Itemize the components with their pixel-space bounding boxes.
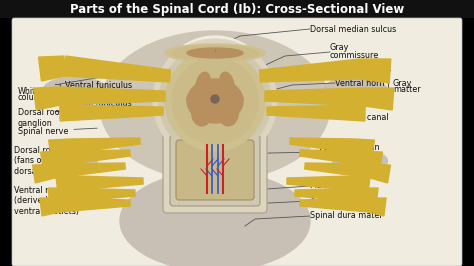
Circle shape	[165, 51, 265, 151]
Polygon shape	[267, 105, 365, 121]
Polygon shape	[368, 198, 386, 216]
Polygon shape	[75, 176, 143, 190]
Polygon shape	[34, 87, 61, 110]
Polygon shape	[365, 88, 394, 110]
Polygon shape	[260, 59, 361, 82]
Circle shape	[211, 95, 219, 103]
Polygon shape	[287, 176, 353, 190]
Text: fissure: fissure	[318, 151, 345, 160]
Polygon shape	[60, 105, 163, 121]
Text: Lateral horn: Lateral horn	[335, 92, 384, 101]
Text: columns: columns	[18, 94, 52, 102]
Polygon shape	[40, 198, 60, 216]
Text: Dorsal root
(fans out into
dorsal rootlets): Dorsal root (fans out into dorsal rootle…	[14, 146, 97, 176]
Circle shape	[159, 45, 271, 157]
Polygon shape	[54, 163, 125, 178]
Ellipse shape	[187, 94, 199, 104]
Ellipse shape	[43, 150, 98, 172]
FancyBboxPatch shape	[170, 135, 260, 206]
Ellipse shape	[165, 44, 265, 62]
Ellipse shape	[155, 36, 275, 166]
Ellipse shape	[187, 79, 243, 123]
Polygon shape	[64, 56, 171, 82]
Ellipse shape	[231, 94, 243, 104]
Polygon shape	[62, 150, 130, 165]
Text: Ventral horn: Ventral horn	[335, 78, 384, 88]
Text: White: White	[18, 86, 41, 95]
Polygon shape	[295, 188, 361, 202]
Ellipse shape	[192, 104, 210, 126]
Text: Dorsal funiculus: Dorsal funiculus	[65, 64, 129, 73]
Text: Gray: Gray	[330, 44, 349, 52]
Text: Spinal dura mater: Spinal dura mater	[310, 211, 383, 221]
Polygon shape	[265, 88, 365, 106]
Polygon shape	[290, 138, 356, 153]
Ellipse shape	[172, 46, 258, 60]
Polygon shape	[370, 164, 391, 183]
Circle shape	[172, 58, 258, 144]
Ellipse shape	[120, 171, 310, 266]
Polygon shape	[359, 59, 391, 83]
Text: commissure: commissure	[330, 51, 379, 60]
Ellipse shape	[219, 72, 234, 98]
Ellipse shape	[322, 77, 388, 105]
Circle shape	[153, 39, 277, 163]
Ellipse shape	[332, 150, 388, 172]
Polygon shape	[38, 56, 66, 81]
Polygon shape	[305, 163, 372, 178]
Polygon shape	[41, 151, 63, 170]
Text: Pia mater: Pia mater	[310, 181, 349, 190]
Polygon shape	[70, 138, 140, 153]
Polygon shape	[33, 164, 55, 183]
Ellipse shape	[220, 104, 238, 126]
Text: Dorsal median sulcus: Dorsal median sulcus	[310, 24, 396, 34]
Polygon shape	[59, 198, 130, 212]
Text: Lateral funiculus: Lateral funiculus	[65, 98, 132, 107]
Polygon shape	[300, 198, 369, 212]
Polygon shape	[67, 188, 135, 202]
FancyBboxPatch shape	[12, 18, 462, 266]
Text: Spinal nerve: Spinal nerve	[18, 127, 97, 135]
Ellipse shape	[187, 48, 243, 58]
Text: Dorsal horn: Dorsal horn	[335, 65, 382, 74]
FancyBboxPatch shape	[176, 140, 254, 200]
Ellipse shape	[100, 31, 330, 181]
Polygon shape	[362, 151, 383, 170]
Polygon shape	[48, 188, 68, 206]
Polygon shape	[49, 139, 71, 158]
Text: Central canal: Central canal	[335, 114, 389, 123]
Text: Gray: Gray	[393, 78, 412, 88]
Text: Dorsal root
ganglion: Dorsal root ganglion	[18, 108, 112, 128]
Text: Ventral median: Ventral median	[318, 143, 380, 152]
Polygon shape	[360, 188, 378, 206]
Ellipse shape	[43, 77, 108, 105]
Polygon shape	[56, 176, 76, 194]
Polygon shape	[352, 176, 370, 194]
FancyBboxPatch shape	[0, 0, 474, 18]
FancyBboxPatch shape	[163, 130, 267, 213]
Text: Parts of the Spinal Cord (Ib): Cross-Sectional View: Parts of the Spinal Cord (Ib): Cross-Sec…	[70, 2, 404, 15]
Polygon shape	[60, 87, 165, 105]
Ellipse shape	[196, 72, 210, 98]
Text: Arachnoid mater: Arachnoid mater	[310, 197, 378, 206]
Text: matter: matter	[393, 85, 420, 94]
Polygon shape	[300, 150, 364, 165]
Text: Ventral funiculus: Ventral funiculus	[65, 81, 132, 90]
Text: Ventral root
(derived from several
ventral rootlets): Ventral root (derived from several ventr…	[14, 186, 101, 216]
Polygon shape	[354, 139, 374, 158]
